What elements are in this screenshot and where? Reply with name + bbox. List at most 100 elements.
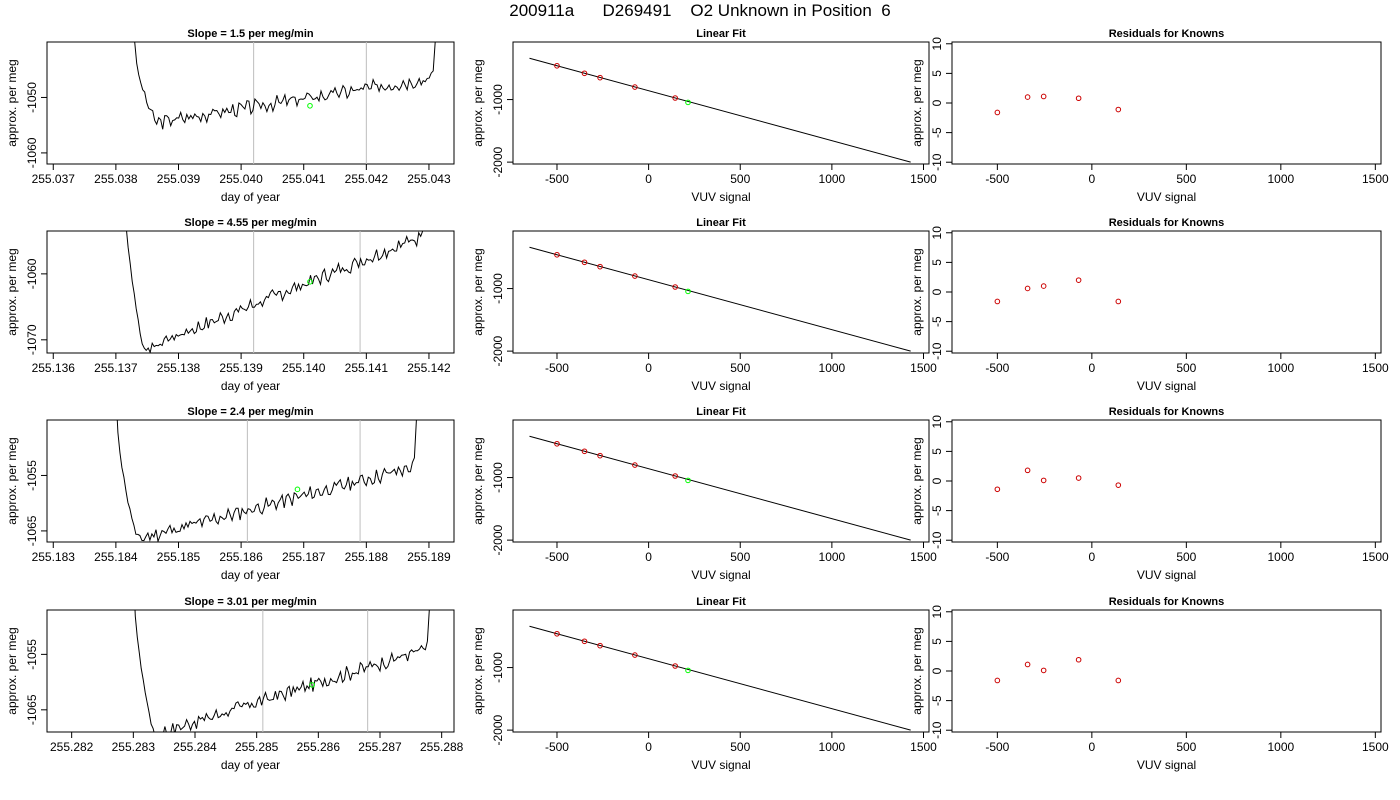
plot-frame — [512, 41, 930, 165]
x-axis-label: VUV signal — [1137, 379, 1196, 393]
y-tick-label: -1065 — [25, 515, 39, 546]
x-tick-label: 1000 — [819, 172, 846, 186]
x-tick-label: 500 — [1176, 740, 1196, 754]
unknown-point — [685, 667, 691, 674]
y-axis-label: approx. per meg — [5, 627, 19, 714]
plot-frame — [951, 230, 1382, 354]
panel-title: Residuals for Knowns — [1109, 406, 1225, 418]
plot-frame — [46, 609, 455, 733]
y-tick-label: 5 — [930, 448, 944, 455]
x-tick-label: 1500 — [910, 172, 937, 186]
known-point — [581, 259, 588, 266]
x-tick-label: -500 — [545, 361, 569, 375]
x-tick-label: 255.141 — [345, 361, 389, 375]
y-axis-label: approx. per meg — [471, 59, 485, 146]
panel-title: Slope = 2.4 per meg/min — [187, 406, 314, 418]
y-tick-label: 0 — [930, 99, 944, 106]
known-point — [581, 638, 588, 645]
residual-point — [1040, 667, 1047, 674]
known-point — [597, 263, 603, 270]
x-tick-label: -500 — [985, 550, 1009, 564]
x-tick-label: 1000 — [1267, 172, 1294, 186]
plot-frame — [512, 609, 930, 733]
known-point — [597, 74, 603, 81]
panel-residuals-row2: Residuals for Knowns-500 0 500 1000 1500-10-… — [910, 217, 1389, 393]
y-tick-label: 5 — [930, 638, 944, 645]
x-tick-label: 1000 — [819, 740, 846, 754]
y-tick-label: -2000 — [491, 335, 505, 366]
residual-point — [1115, 482, 1122, 488]
plot-frame — [46, 41, 455, 165]
residual-point — [1075, 95, 1082, 102]
x-tick-label: 0 — [645, 550, 652, 564]
x-tick-label: 500 — [730, 361, 750, 375]
x-axis-label: day of year — [221, 379, 280, 393]
x-tick-label: 1000 — [819, 361, 846, 375]
residual-point — [994, 109, 1001, 116]
fit-line — [529, 625, 911, 731]
x-axis-label: VUV signal — [1137, 758, 1196, 772]
y-axis-label: approx. per meg — [471, 627, 485, 714]
x-tick-label: -500 — [545, 172, 569, 186]
y-tick-label: 0 — [930, 667, 944, 674]
x-tick-label: 500 — [1176, 361, 1196, 375]
panel-timeseries-row2: Slope = 4.55 per meg/min 255.136 255.137 25… — [5, 217, 455, 393]
x-tick-label: 255.140 — [282, 361, 326, 375]
residual-point — [1024, 285, 1031, 292]
fit-line — [529, 246, 911, 352]
x-tick-label: 1500 — [910, 740, 937, 754]
y-tick-label: -1000 — [491, 273, 505, 304]
panel-title: Slope = 4.55 per meg/min — [184, 217, 317, 229]
x-tick-label: 255.142 — [407, 361, 451, 375]
x-tick-label: 255.184 — [94, 550, 138, 564]
x-tick-label: 0 — [1089, 361, 1096, 375]
y-tick-label: -5 — [930, 505, 944, 516]
known-point — [672, 473, 678, 479]
panel-timeseries-row3: Slope = 2.4 per meg/min 255.183 255.184 255… — [5, 406, 455, 582]
x-tick-label: 255.284 — [173, 740, 217, 754]
x-axis-label: VUV signal — [691, 190, 750, 204]
y-tick-label: 10 — [930, 226, 944, 240]
x-tick-label: 1500 — [1362, 740, 1389, 754]
y-tick-label: -1060 — [25, 258, 39, 289]
x-tick-label: 255.043 — [407, 172, 451, 186]
y-axis-label: approx. per meg — [471, 248, 485, 335]
plot-frame — [46, 230, 455, 354]
x-tick-label: 500 — [730, 172, 750, 186]
y-axis-label: approx. per meg — [471, 437, 485, 524]
y-tick-label: -1000 — [491, 652, 505, 683]
x-tick-label: 255.287 — [358, 740, 402, 754]
y-tick-label: -2000 — [491, 146, 505, 177]
unknown-point — [685, 99, 691, 106]
panel-timeseries-row1: Slope = 1.5 per meg/min 255.037 255.038 255… — [5, 28, 455, 204]
residual-point — [994, 677, 1001, 684]
residual-point — [1040, 477, 1047, 484]
y-tick-label: -1060 — [25, 137, 39, 168]
x-tick-label: 1500 — [910, 550, 937, 564]
panel-title: Linear Fit — [696, 596, 746, 608]
x-tick-label: 1500 — [910, 361, 937, 375]
panel-title: Residuals for Knowns — [1109, 217, 1225, 229]
x-tick-label: 1000 — [819, 550, 846, 564]
x-tick-label: 1500 — [1362, 550, 1389, 564]
unknown-point — [685, 477, 691, 484]
x-axis-label: VUV signal — [691, 379, 750, 393]
x-axis-label: VUV signal — [691, 758, 750, 772]
residual-point — [1115, 677, 1122, 684]
y-tick-label: 10 — [930, 605, 944, 619]
x-tick-label: 1500 — [1362, 172, 1389, 186]
y-axis-label: approx. per meg — [5, 59, 19, 146]
y-tick-label: -2000 — [491, 524, 505, 555]
known-point — [672, 663, 678, 669]
y-tick-label: 10 — [930, 415, 944, 429]
known-point — [554, 62, 560, 69]
x-tick-label: 255.136 — [32, 361, 76, 375]
y-tick-label: 5 — [930, 70, 944, 77]
signal-trace — [116, 420, 417, 542]
x-tick-label: 255.189 — [407, 550, 451, 564]
x-tick-label: 500 — [1176, 550, 1196, 564]
y-tick-label: -1055 — [25, 639, 39, 670]
x-tick-label: 255.039 — [157, 172, 201, 186]
y-tick-label: -1070 — [25, 324, 39, 355]
panel-fit-row1: Linear Fit -500 0 500 1000 1500 -1000 -2000 VUV … — [471, 28, 937, 204]
